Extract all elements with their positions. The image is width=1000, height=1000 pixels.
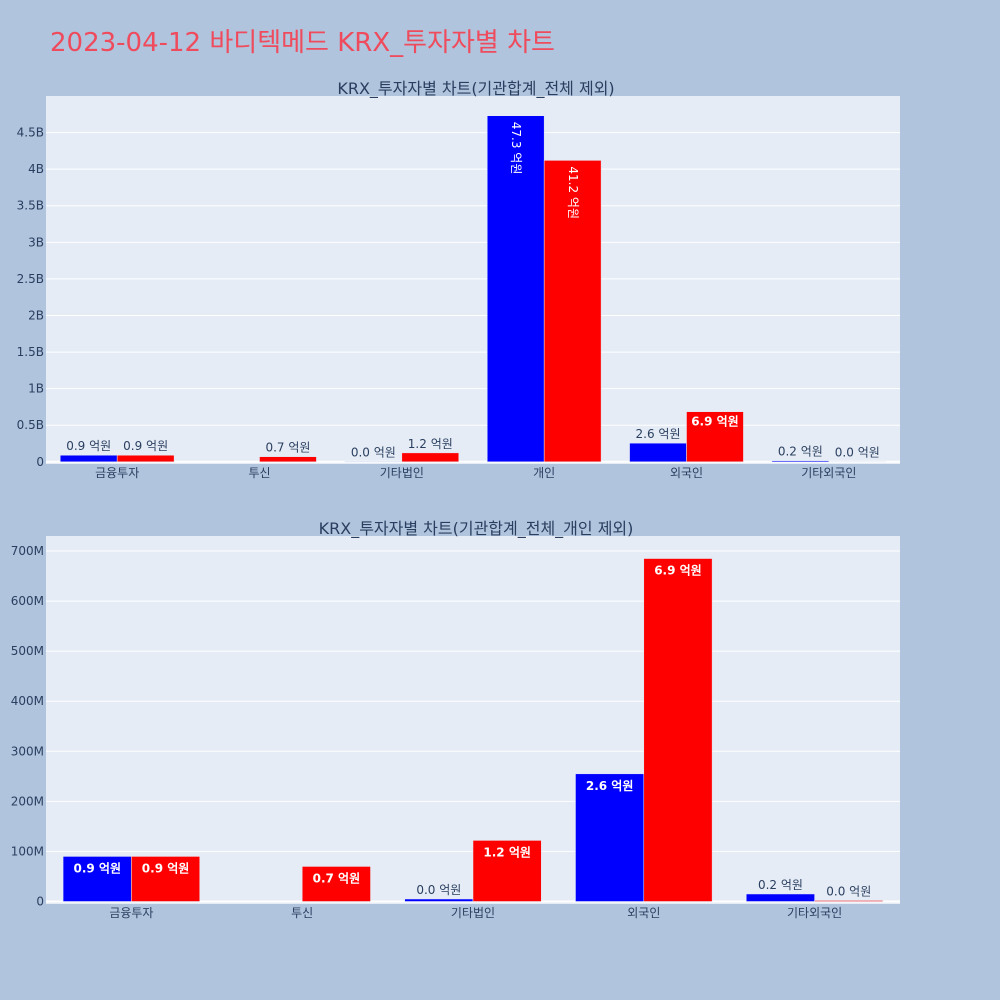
bar	[301, 866, 371, 902]
data-label: 0.2 억원	[758, 878, 803, 892]
bar	[746, 893, 815, 902]
bar	[131, 856, 200, 902]
bar	[814, 900, 884, 902]
y-tick-label: 4B	[28, 162, 44, 176]
x-tick-label: 기타법인	[380, 466, 424, 480]
data-label: 1.2 억원	[483, 845, 531, 859]
data-label: 0.7 억원	[265, 441, 310, 455]
bar	[643, 558, 713, 902]
y-tick-label: 4.5B	[17, 126, 44, 140]
x-tick-label: 기타외국인	[787, 906, 842, 920]
data-label: 0.9 억원	[73, 861, 121, 875]
y-tick-label: 500M	[11, 644, 44, 658]
bar	[62, 856, 132, 902]
y-tick-label: 2.5B	[17, 272, 44, 286]
data-label: 0.0 억원	[416, 883, 461, 897]
y-tick-label: 3B	[28, 235, 44, 249]
plot-area	[46, 96, 900, 464]
bar	[404, 898, 474, 902]
data-label: 41.2 억원	[566, 166, 580, 219]
data-label: 6.9 억원	[691, 415, 739, 429]
y-tick-label: 700M	[11, 544, 44, 558]
chart-1: KRX_투자자별 차트(기관합계_전체 제외) 0 0.5B 1B 1.5B 2B 2.5B…	[17, 79, 900, 480]
y-tick-label: 0	[36, 455, 44, 469]
data-label: 47.3 억원	[509, 122, 523, 175]
bar	[472, 840, 542, 902]
data-label: 2.6 억원	[586, 779, 634, 793]
data-label: 6.9 억원	[654, 564, 702, 578]
page-title: 2023-04-12 바디텍메드 KRX_투자자별 차트	[50, 28, 555, 58]
x-tick-label: 기타법인	[451, 906, 495, 920]
data-label: 1.2 억원	[408, 437, 453, 451]
chart-title: KRX_투자자별 차트(기관합계_전체_개인 제외)	[319, 519, 634, 539]
y-tick-label: 300M	[11, 744, 44, 758]
data-label: 0.9 억원	[142, 861, 190, 875]
x-tick-label: 투신	[291, 906, 313, 920]
data-label: 0.9 억원	[123, 439, 168, 453]
x-tick-label: 투신	[248, 466, 270, 480]
x-tick-label: 개인	[533, 466, 555, 480]
x-tick-label: 금융투자	[109, 906, 153, 920]
x-tick-label: 외국인	[627, 906, 660, 920]
y-tick-label: 0.5B	[17, 418, 44, 432]
y-tick-label: 1B	[28, 382, 44, 396]
data-label: 0.9 억원	[66, 439, 111, 453]
y-tick-label: 400M	[11, 694, 44, 708]
bar	[259, 456, 317, 463]
chart-title: KRX_투자자별 차트(기관합계_전체 제외)	[337, 79, 614, 99]
x-tick-label: 외국인	[670, 466, 703, 480]
data-label: 0.0 억원	[835, 446, 880, 460]
bar	[686, 411, 744, 463]
data-label: 0.7 억원	[313, 871, 361, 885]
chart-2: KRX_투자자별 차트(기관합계_전체_개인 제외) 0 100M 200M 300M 4…	[11, 519, 900, 920]
bar	[629, 442, 687, 463]
bar	[771, 460, 830, 463]
data-label: 0.0 억원	[351, 445, 396, 459]
data-label: 0.0 억원	[826, 884, 871, 898]
x-tick-label: 금융투자	[95, 466, 139, 480]
y-tick-label: 600M	[11, 594, 44, 608]
data-label: 0.2 억원	[778, 445, 823, 459]
bar	[575, 773, 645, 902]
y-tick-label: 2B	[28, 308, 44, 322]
data-label: 2.6 억원	[636, 427, 681, 441]
y-tick-label: 0	[36, 894, 44, 908]
y-tick-label: 3.5B	[17, 199, 44, 213]
x-tick-label: 기타외국인	[801, 466, 856, 480]
y-tick-label: 100M	[11, 844, 44, 858]
bar	[401, 452, 460, 463]
bar	[486, 115, 545, 463]
bar	[543, 160, 602, 463]
y-tick-label: 200M	[11, 794, 44, 808]
bar	[59, 454, 118, 463]
y-tick-label: 1.5B	[17, 345, 44, 359]
bar	[116, 454, 175, 463]
